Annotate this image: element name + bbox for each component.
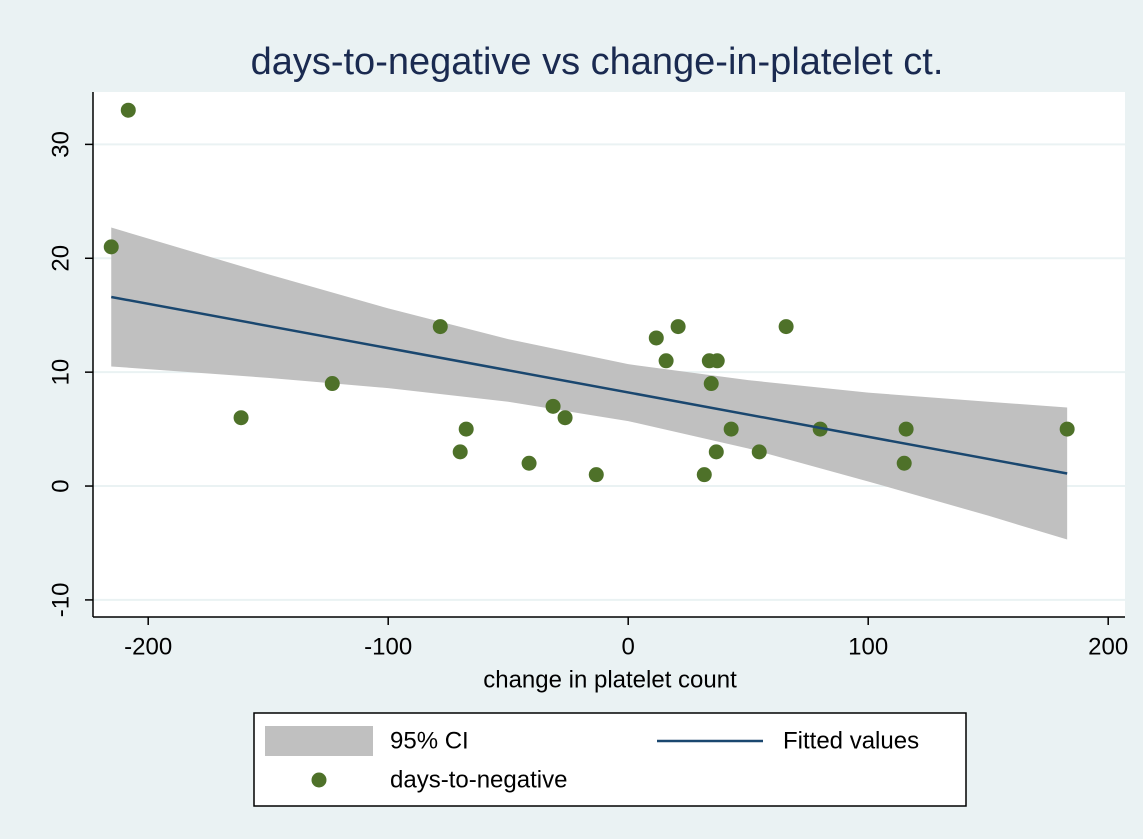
point [452,444,468,460]
x-tick-label: 200 [1088,633,1128,660]
y-tick-label: 20 [47,245,74,272]
point [1059,421,1075,437]
point [432,319,448,335]
point [896,455,912,471]
point [703,376,719,392]
point [670,319,686,335]
x-tick-label: -100 [364,633,412,660]
point [723,421,739,437]
x-tick-label: -200 [124,633,172,660]
chart-title: days-to-negative vs change-in-platelet c… [251,41,944,83]
legend-swatch [311,772,327,788]
x-axis-label: change in platelet count [483,666,737,693]
point [898,421,914,437]
point [658,353,674,369]
legend-label: 95% CI [390,727,469,754]
x-tick-label: 0 [622,633,635,660]
point [324,376,340,392]
point [103,239,119,255]
point [233,410,249,426]
y-tick-label: 0 [47,479,74,492]
y-tick-label: -10 [47,583,74,618]
point [521,455,537,471]
ci-band [111,227,1068,540]
fit-line [111,295,1068,475]
point [588,467,604,483]
point [545,398,561,414]
legend-label: days-to-negative [390,766,567,793]
point [751,444,767,460]
point [120,102,136,118]
point [648,330,664,346]
y-tick-label: 10 [47,359,74,386]
legend-label: Fitted values [783,727,919,754]
x-tick-label: 100 [848,633,888,660]
point [696,467,712,483]
point [778,319,794,335]
point [708,444,724,460]
point [458,421,474,437]
point [557,410,573,426]
legend-swatch [265,726,373,756]
y-tick-label: 30 [47,131,74,158]
point [709,353,725,369]
